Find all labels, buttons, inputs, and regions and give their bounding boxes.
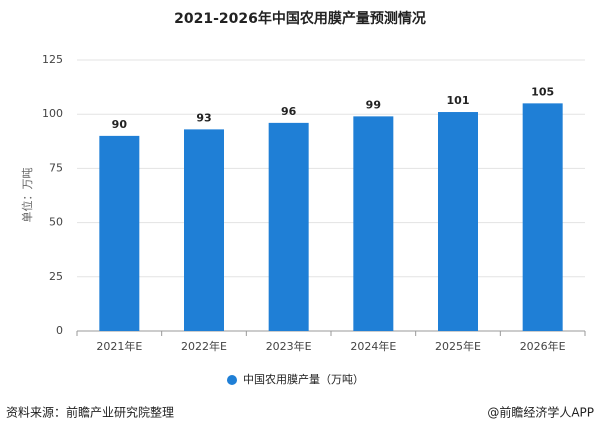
y-axis-label: 单位：万吨	[20, 168, 34, 223]
legend-label: 中国农用膜产量（万吨）	[243, 372, 364, 386]
source: 资料来源：前瞻产业研究院整理	[6, 405, 174, 420]
x-tick-label: 2023年E	[266, 339, 312, 353]
bar	[268, 122, 309, 331]
value-label: 99	[366, 98, 381, 111]
y-tick-label: 125	[42, 53, 63, 66]
value-label: 90	[112, 118, 128, 131]
value-label: 101	[447, 94, 470, 107]
bar	[353, 116, 394, 331]
chart-title: 2021-2026年中国农用膜产量预测情况	[174, 10, 426, 27]
credit: @前瞻经济学人APP	[487, 405, 594, 420]
x-tick-label: 2026年E	[520, 339, 566, 353]
bar	[438, 112, 478, 331]
value-label: 93	[196, 111, 211, 124]
bar	[99, 135, 140, 331]
x-tick-label: 2024年E	[350, 339, 396, 353]
y-tick-label: 100	[42, 107, 63, 120]
value-label: 105	[531, 85, 554, 98]
x-tick-label: 2022年E	[181, 339, 227, 353]
value-label: 96	[281, 105, 297, 118]
x-tick-label: 2021年E	[96, 339, 142, 353]
x-tick-label: 2025年E	[435, 339, 481, 353]
y-tick-label: 25	[49, 270, 63, 283]
bar	[184, 129, 224, 331]
y-tick-label: 75	[49, 161, 63, 174]
y-tick-label: 0	[56, 324, 63, 337]
y-tick-label: 50	[49, 216, 63, 229]
legend-marker	[227, 375, 237, 385]
bar	[522, 103, 563, 331]
